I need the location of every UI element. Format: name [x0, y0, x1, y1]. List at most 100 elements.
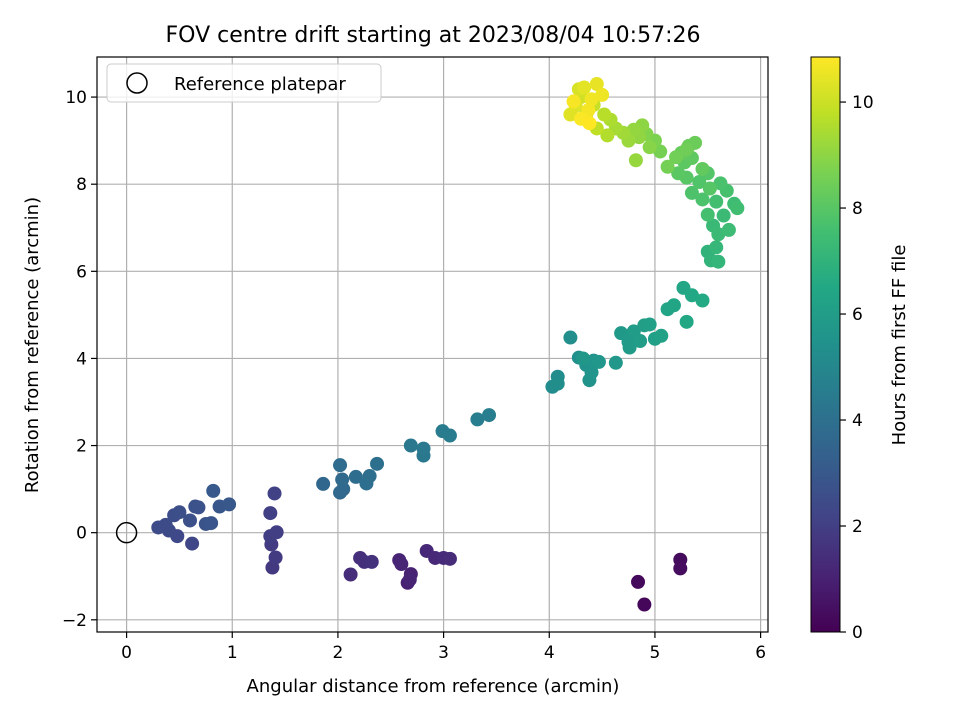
data-point: [584, 365, 599, 380]
data-point: [362, 469, 377, 484]
data-point: [316, 476, 331, 491]
colorbar-label: Hours from first FF file: [889, 245, 910, 446]
data-point: [679, 314, 694, 329]
data-point: [566, 94, 581, 109]
data-point: [591, 354, 606, 369]
data-point: [343, 567, 358, 582]
data-point: [563, 330, 578, 345]
colorbar-tick-label: 8: [852, 199, 863, 219]
data-point: [660, 159, 675, 174]
data-point: [576, 351, 591, 366]
data-point: [442, 428, 457, 443]
x-tick-label: 5: [650, 643, 661, 663]
y-tick-label: 2: [76, 437, 87, 457]
data-point: [628, 153, 643, 168]
x-tick-label: 6: [755, 643, 766, 663]
data-point: [669, 150, 684, 165]
y-axis-ticks: −2 0 2 4 6 8 10: [62, 88, 97, 631]
data-point: [172, 505, 187, 520]
data-point: [394, 557, 409, 572]
y-tick-label: 0: [76, 524, 87, 544]
data-point: [711, 254, 726, 269]
data-point: [589, 77, 604, 92]
data-point: [263, 506, 278, 521]
data-point: [333, 458, 348, 473]
x-tick-label: 1: [227, 643, 238, 663]
x-axis-label: Angular distance from reference (arcmin): [247, 676, 620, 697]
data-point: [577, 80, 592, 95]
colorbar-tick-label: 10: [852, 93, 874, 113]
data-point: [695, 161, 710, 176]
reference-marker-group: [115, 521, 138, 544]
data-point: [442, 551, 457, 566]
data-point: [402, 572, 417, 587]
data-point: [730, 201, 745, 216]
data-point: [692, 175, 707, 190]
data-point: [269, 525, 284, 540]
data-point: [642, 140, 657, 155]
data-point: [416, 441, 431, 456]
data-point: [679, 142, 694, 157]
legend-entry-reference-platepar: Reference platepar: [174, 74, 346, 95]
y-tick-label: 10: [65, 88, 87, 108]
reference-platepar-marker: [115, 521, 138, 544]
y-tick-label: 8: [76, 175, 87, 195]
legend-box: [106, 63, 382, 103]
colorbar-tick-label: 6: [852, 305, 863, 325]
x-tick-label: 0: [121, 643, 132, 663]
data-point: [191, 500, 206, 515]
data-point: [671, 166, 686, 181]
data-point: [158, 517, 173, 532]
data-point: [482, 408, 497, 423]
data-point: [637, 597, 652, 612]
data-point: [702, 181, 717, 196]
data-point: [470, 412, 485, 427]
data-point: [709, 194, 724, 209]
colorbar: 0 2 4 6 8 10 Hours from first FF file: [810, 56, 910, 643]
data-point: [364, 554, 379, 569]
y-tick-label: −2: [62, 611, 87, 631]
colorbar-tick-label: 0: [852, 623, 863, 643]
data-point: [695, 192, 710, 207]
x-axis-ticks: 0 1 2 3 4 5 6: [121, 632, 766, 663]
y-tick-label: 6: [76, 262, 87, 282]
data-point: [709, 240, 724, 255]
data-point: [268, 550, 283, 565]
data-point: [684, 288, 699, 303]
colorbar-tick-label: 2: [852, 517, 863, 537]
data-point: [600, 128, 615, 143]
colorbar-ticks: 0 2 4 6 8 10: [840, 93, 874, 643]
data-point: [721, 222, 736, 237]
data-point: [206, 483, 221, 498]
data-point: [700, 207, 715, 222]
data-point: [550, 376, 565, 391]
data-point: [348, 469, 363, 484]
data-point: [608, 355, 623, 370]
colorbar-tick-label: 4: [852, 411, 863, 431]
x-tick-label: 3: [438, 643, 449, 663]
y-tick-label: 4: [76, 349, 87, 369]
data-point: [582, 116, 597, 131]
chart-title: FOV centre drift starting at 2023/08/04 …: [166, 23, 701, 48]
data-point: [633, 334, 648, 349]
data-point: [370, 456, 385, 471]
data-point: [182, 513, 197, 528]
y-axis-label: Rotation from reference (arcmin): [22, 197, 43, 493]
data-point: [626, 122, 641, 137]
data-point: [597, 107, 612, 122]
data-point: [711, 227, 726, 242]
data-point: [653, 144, 668, 159]
data-point: [185, 536, 200, 551]
data-point: [595, 87, 610, 102]
data-point: [695, 293, 710, 308]
data-point: [684, 185, 699, 200]
legend-marker-icon: [126, 72, 148, 94]
data-point: [631, 574, 646, 589]
x-tick-label: 4: [544, 643, 555, 663]
legend: Reference platepar: [106, 63, 382, 103]
data-point: [622, 340, 637, 355]
data-point: [584, 92, 599, 107]
data-point: [713, 176, 728, 191]
